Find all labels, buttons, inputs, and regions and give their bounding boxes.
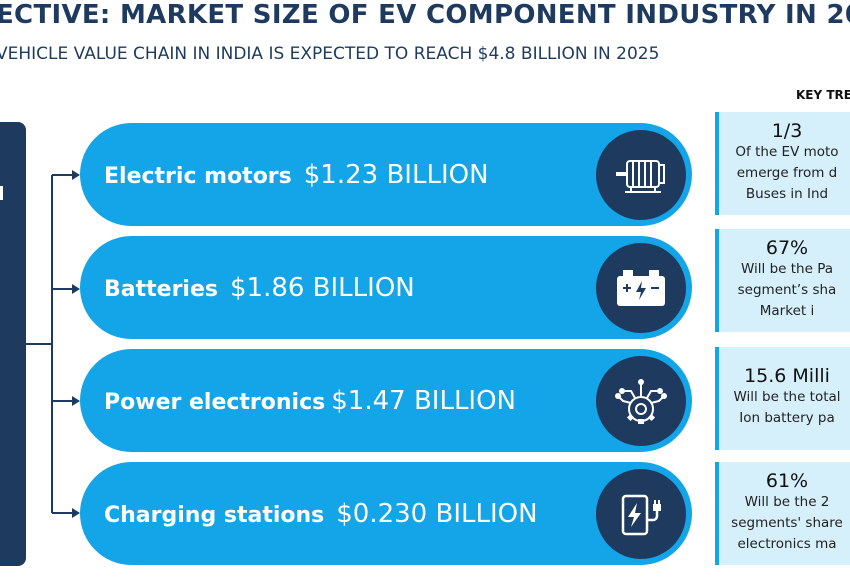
value-chain-bar	[0, 122, 26, 566]
component-label: Electric motors	[104, 163, 292, 189]
trend-card: 67% Will be the Pa segment’s sha Market …	[715, 229, 850, 332]
component-label: Batteries	[104, 276, 218, 302]
trend-stat: 15.6 Milli	[744, 365, 830, 387]
trend-line: segment’s sha	[737, 282, 837, 298]
trend-line: emerge from d	[736, 165, 838, 181]
component-batteries: Batteries $1.86 BILLION	[80, 236, 692, 339]
trend-stat: 1/3	[771, 120, 803, 142]
battery-icon	[596, 242, 686, 333]
bar-notch	[0, 186, 3, 200]
trend-stat: 61%	[765, 470, 809, 492]
trend-line: Buses in Ind	[745, 186, 829, 202]
charging-station-icon	[596, 468, 686, 559]
connector-lines	[26, 170, 80, 518]
trend-line: Ion battery pa	[739, 410, 835, 426]
trend-line: Of the EV moto	[735, 144, 839, 160]
trend-line: electronics ma	[737, 536, 837, 552]
trend-card: 61% Will be the 2 segments' share electr…	[715, 462, 850, 565]
component-charging-stations: Charging stations $0.230 BILLION	[80, 462, 692, 565]
trend-line: Will be the 2	[744, 494, 830, 510]
page-title: ECTIVE: MARKET SIZE OF EV COMPONENT INDU…	[0, 0, 850, 30]
trend-line: Market i	[759, 303, 815, 319]
page-subtitle: VEHICLE VALUE CHAIN IN INDIA IS EXPECTED…	[0, 44, 660, 64]
component-value: $1.86 BILLION	[229, 272, 415, 303]
key-trends-heading: KEY TRE	[796, 88, 850, 102]
component-power-electronics: Power electronics $1.47 BILLION	[80, 349, 692, 452]
trend-stat: 67%	[765, 237, 809, 259]
component-label: Power electronics	[104, 389, 326, 415]
trend-line: Will be the Pa	[740, 261, 833, 277]
electric-motor-icon	[596, 129, 686, 220]
trend-line: segments' share	[731, 515, 843, 531]
component-value: $0.230 BILLION	[336, 498, 538, 529]
trend-card: 15.6 Milli Will be the total Ion battery…	[715, 347, 850, 450]
trend-card: 1/3 Of the EV moto emerge from d Buses i…	[715, 112, 850, 215]
trend-line: Will be the total	[733, 389, 841, 405]
component-electric-motors: Electric motors $1.23 BILLION	[80, 123, 692, 226]
component-value: $1.23 BILLION	[303, 159, 489, 190]
component-label: Charging stations	[104, 502, 325, 528]
circuit-gear-icon	[596, 355, 686, 446]
component-value: $1.47 BILLION	[331, 385, 517, 416]
